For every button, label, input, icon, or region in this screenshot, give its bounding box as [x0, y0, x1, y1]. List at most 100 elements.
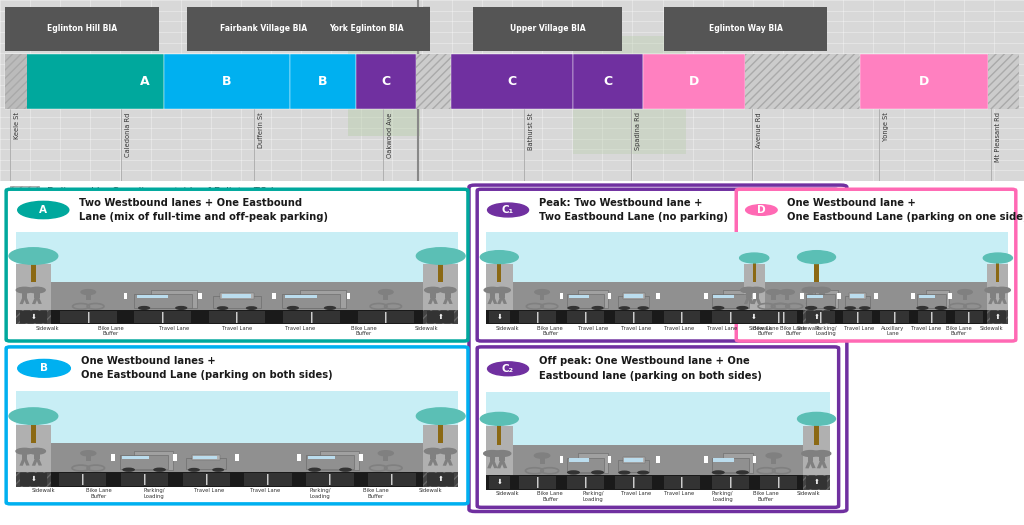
Bar — [990, 311, 1006, 323]
Circle shape — [484, 287, 501, 293]
Text: Bike Lane
Buffer: Bike Lane Buffer — [780, 326, 806, 337]
Bar — [213, 297, 261, 308]
Bar — [578, 290, 608, 308]
Circle shape — [379, 290, 393, 295]
Text: Travel Lane: Travel Lane — [285, 326, 315, 331]
Bar — [446, 458, 453, 466]
Bar — [112, 454, 115, 461]
Circle shape — [802, 287, 819, 293]
Text: |: | — [536, 477, 539, 488]
Bar — [359, 454, 362, 461]
Text: ⬇: ⬇ — [497, 314, 502, 320]
Circle shape — [81, 290, 95, 295]
Bar — [806, 311, 827, 323]
Bar — [820, 461, 827, 468]
Bar — [423, 265, 459, 310]
Text: Bike Lane
Buffer: Bike Lane Buffer — [362, 488, 388, 499]
Bar — [705, 456, 708, 464]
Bar — [19, 458, 26, 466]
Text: B: B — [40, 363, 48, 373]
Text: Dufferin St: Dufferin St — [258, 112, 264, 148]
Text: |: | — [536, 312, 539, 323]
Bar — [473, 7, 622, 51]
Circle shape — [618, 306, 630, 310]
Text: Travel Lane: Travel Lane — [665, 326, 694, 331]
Bar — [297, 454, 301, 461]
Bar — [22, 290, 28, 298]
Circle shape — [138, 306, 151, 310]
Bar — [134, 294, 191, 308]
Bar — [36, 458, 42, 466]
Bar — [485, 392, 830, 445]
Text: Travel Lane: Travel Lane — [665, 491, 694, 496]
Bar — [220, 293, 254, 299]
Bar — [963, 292, 968, 300]
Text: |: | — [818, 312, 822, 323]
Bar — [300, 290, 346, 308]
Bar — [712, 476, 749, 489]
Bar — [15, 472, 459, 487]
Text: |: | — [390, 474, 394, 485]
Bar — [236, 454, 239, 461]
Bar — [10, 186, 39, 198]
Bar — [15, 425, 51, 472]
Bar — [755, 297, 761, 304]
Text: |: | — [728, 477, 732, 488]
Text: |: | — [329, 474, 332, 485]
Bar — [485, 310, 830, 324]
Bar — [321, 451, 359, 470]
Bar — [36, 297, 42, 304]
Bar — [357, 311, 414, 323]
Bar — [5, 55, 28, 109]
Text: Parking/
Loading: Parking/ Loading — [583, 491, 604, 502]
Text: |: | — [680, 477, 684, 488]
Bar — [566, 458, 604, 472]
Bar — [120, 455, 168, 469]
Circle shape — [736, 470, 749, 475]
Circle shape — [217, 306, 228, 310]
Circle shape — [740, 287, 757, 293]
Text: |: | — [584, 312, 588, 323]
Bar — [723, 453, 753, 472]
Bar — [432, 297, 438, 304]
Circle shape — [17, 202, 69, 218]
Bar — [498, 423, 502, 445]
Circle shape — [985, 287, 1001, 293]
Circle shape — [798, 250, 836, 264]
Text: ⬆: ⬆ — [995, 314, 1000, 320]
Circle shape — [591, 470, 604, 475]
Bar — [51, 282, 423, 310]
Bar — [769, 311, 798, 323]
Bar — [488, 476, 510, 489]
Bar — [485, 265, 513, 310]
Text: Bike Lane
Buffer: Bike Lane Buffer — [97, 326, 124, 337]
Bar — [760, 311, 797, 323]
Bar — [837, 293, 841, 299]
Text: Parking/
Loading: Parking/ Loading — [143, 488, 165, 499]
Circle shape — [439, 287, 456, 293]
Circle shape — [17, 360, 71, 377]
Bar — [198, 293, 202, 299]
Text: Bathurst St: Bathurst St — [528, 112, 535, 150]
Text: Allen Rd: Allen Rd — [424, 5, 433, 37]
Circle shape — [122, 468, 135, 472]
FancyBboxPatch shape — [477, 347, 839, 507]
Circle shape — [29, 287, 45, 293]
Bar — [765, 282, 987, 310]
Text: York Eglinton BIA: York Eglinton BIA — [329, 25, 403, 34]
Bar — [187, 7, 340, 51]
Bar — [451, 55, 573, 109]
Bar — [182, 473, 229, 486]
Bar — [423, 472, 459, 487]
Text: ⬆: ⬆ — [438, 476, 443, 482]
Circle shape — [994, 287, 1011, 293]
Bar — [566, 294, 604, 308]
Text: A: A — [39, 205, 47, 215]
Bar — [752, 297, 758, 304]
Bar — [814, 261, 818, 282]
Bar — [19, 297, 26, 304]
Circle shape — [766, 453, 781, 458]
Bar — [124, 293, 127, 299]
Circle shape — [212, 468, 224, 472]
Bar — [771, 292, 776, 300]
